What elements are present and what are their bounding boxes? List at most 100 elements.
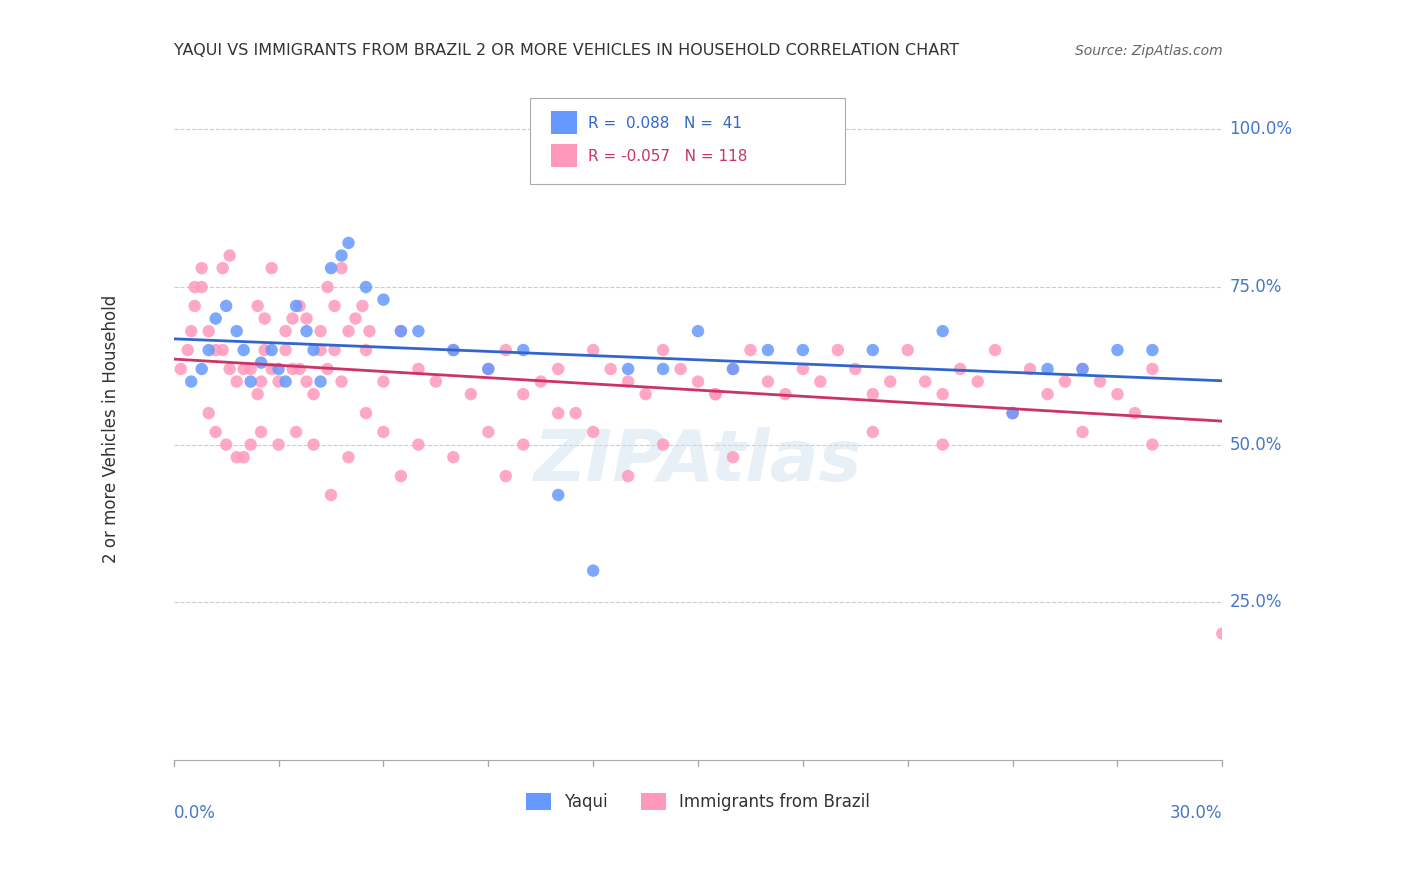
Point [180,375,202,389]
Text: 50.0%: 50.0% [1229,435,1282,454]
Point [931,387,953,401]
Text: 2 or more Vehicles in Household: 2 or more Vehicles in Household [101,294,120,563]
Text: YAQUI VS IMMIGRANTS FROM BRAZIL 2 OR MORE VEHICLES IN HOUSEHOLD CORRELATION CHAR: YAQUI VS IMMIGRANTS FROM BRAZIL 2 OR MOR… [174,44,959,58]
Point [652,343,675,357]
Point [215,299,238,313]
Point [1071,425,1094,439]
Point [1088,375,1111,389]
Point [512,343,534,357]
Point [599,362,621,376]
Point [827,343,849,357]
Point [582,425,605,439]
Point [460,387,482,401]
Point [862,343,884,357]
Text: 100.0%: 100.0% [1229,120,1292,138]
Point [180,324,202,338]
Point [204,425,226,439]
Point [984,343,1007,357]
Point [197,406,219,420]
Point [250,425,273,439]
Point [359,324,381,338]
Point [862,425,884,439]
Point [354,343,377,357]
Point [1001,406,1024,420]
Point [408,362,430,376]
Point [808,375,831,389]
Point [1142,362,1164,376]
Point [966,375,988,389]
Point [288,299,311,313]
Point [512,387,534,401]
Point [285,299,308,313]
Point [617,469,640,483]
Point [250,375,273,389]
Point [914,375,936,389]
Point [323,299,346,313]
Point [323,343,346,357]
Text: 25.0%: 25.0% [1229,593,1282,611]
Point [949,362,972,376]
Point [190,362,212,376]
Point [1001,406,1024,420]
Point [309,324,332,338]
Point [1036,362,1059,376]
Point [373,375,395,389]
Point [897,343,920,357]
Point [477,362,499,376]
Point [337,450,360,465]
Point [239,437,262,451]
Text: 0.0%: 0.0% [174,804,215,822]
Point [225,324,247,338]
Point [288,362,311,376]
Point [309,375,332,389]
Point [495,343,517,357]
Point [309,343,332,357]
Point [274,324,297,338]
Point [274,343,297,357]
Point [582,564,605,578]
Point [316,280,339,294]
Point [844,362,866,376]
Point [931,324,953,338]
Point [373,293,395,307]
Point [477,425,499,439]
Point [354,406,377,420]
Point [1211,626,1233,640]
Point [879,375,901,389]
Point [775,387,797,401]
Point [547,406,569,420]
Point [354,280,377,294]
Point [1123,406,1146,420]
Point [1071,362,1094,376]
Point [477,362,499,376]
Point [1053,375,1076,389]
Point [177,343,200,357]
Point [441,343,464,357]
Point [425,375,447,389]
Point [756,343,779,357]
Point [281,362,304,376]
Text: 75.0%: 75.0% [1229,278,1282,296]
Point [319,261,342,276]
Point [246,387,269,401]
Point [1142,437,1164,451]
Point [246,299,269,313]
Point [232,343,254,357]
Point [1107,387,1129,401]
Point [652,437,675,451]
Point [295,311,318,326]
Point [931,437,953,451]
Point [686,324,709,338]
Point [337,235,360,250]
Point [792,343,814,357]
Point [408,437,430,451]
Point [225,450,247,465]
Point [253,343,276,357]
Point [373,425,395,439]
Point [319,488,342,502]
Point [862,387,884,401]
Point [441,450,464,465]
Point [344,311,367,326]
Point [239,375,262,389]
Point [1107,343,1129,357]
